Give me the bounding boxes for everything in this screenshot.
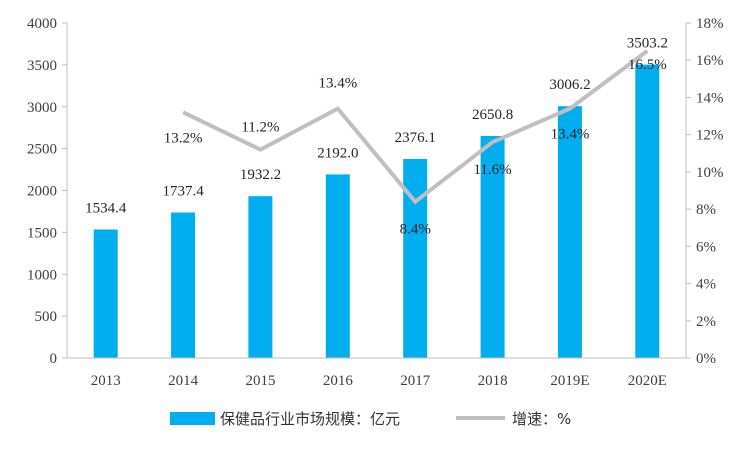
bar-2019E <box>557 106 582 358</box>
growth-line <box>182 49 649 205</box>
bar-value-label: 2650.8 <box>472 107 513 123</box>
bars-layer <box>93 64 660 358</box>
y-right-tick-label: 6% <box>696 239 716 255</box>
bar-2020E <box>635 64 660 358</box>
y-left-tick-label: 3500 <box>27 58 57 74</box>
y-left-tick-label: 1000 <box>27 267 57 283</box>
y-left-tick-label: 2000 <box>27 184 57 200</box>
y-left-tick-label: 1500 <box>27 225 57 241</box>
line-layer <box>182 49 649 205</box>
x-tick-label: 2018 <box>478 373 508 389</box>
y-right-tick-label: 18% <box>696 16 724 32</box>
y-right-tick-label: 4% <box>696 277 716 293</box>
x-tick-label: 2016 <box>323 373 354 389</box>
bar-2016 <box>325 174 350 358</box>
legend-label-market-size: 保健品行业市场规模：亿元 <box>220 410 400 428</box>
bar-2013 <box>93 229 118 358</box>
y-right-tick-label: 10% <box>696 165 724 181</box>
growth-value-label: 13.4% <box>551 127 590 143</box>
x-tick-label: 2015 <box>245 373 275 389</box>
y-left-tick-label: 2500 <box>27 142 57 158</box>
x-tick-label: 2017 <box>400 373 431 389</box>
x-tick-label: 2013 <box>91 373 121 389</box>
growth-value-label: 13.2% <box>164 130 203 146</box>
axes-layer: 0 500 1000 1500 2000 2500 3000 3500 4000 0% 2% 4% 6%… <box>27 16 724 389</box>
legend-swatch-market-size <box>170 412 215 425</box>
bar-2018 <box>480 136 505 358</box>
x-tick-label: 2020E <box>628 373 667 389</box>
bar-value-label: 1932.2 <box>240 167 281 183</box>
y-right-tick-label: 2% <box>696 314 716 330</box>
y-left-tick-label: 0 <box>50 351 58 367</box>
growth-value-label: 16.5% <box>628 57 667 73</box>
growth-value-label: 8.4% <box>400 222 431 238</box>
growth-value-label: 11.6% <box>473 162 511 178</box>
y-right-tick-label: 0% <box>696 351 716 367</box>
bar-value-label: 3006.2 <box>549 77 590 93</box>
growth-value-label: 13.4% <box>318 76 357 92</box>
bar-value-label: 2376.1 <box>395 130 436 146</box>
y-left-tick-label: 4000 <box>27 16 57 32</box>
legend: 保健品行业市场规模：亿元 增速：% <box>170 410 571 428</box>
y-left-tick-label: 500 <box>35 309 58 325</box>
bar-2015 <box>248 196 273 358</box>
y-right-tick-label: 8% <box>696 202 716 218</box>
growth-value-label: 11.2% <box>241 120 279 136</box>
y-right-tick-label: 14% <box>696 90 724 106</box>
bar-value-label: 1534.4 <box>85 200 127 216</box>
y-left-tick-label: 3000 <box>27 100 57 116</box>
x-tick-label: 2014 <box>168 373 199 389</box>
legend-label-growth: 增速：% <box>512 410 571 428</box>
bar-2014 <box>171 212 196 358</box>
y-right-tick-label: 12% <box>696 128 724 144</box>
bar-value-label: 1737.4 <box>162 183 204 199</box>
x-tick-label: 2019E <box>550 373 589 389</box>
bar-value-label: 3503.2 <box>627 36 668 52</box>
bar-value-label: 2192.0 <box>317 145 358 161</box>
y-right-tick-label: 16% <box>696 53 724 69</box>
data-labels-layer: 1534.4 1737.4 1932.2 2192.0 2376.1 2650.8 3006… <box>85 36 668 238</box>
